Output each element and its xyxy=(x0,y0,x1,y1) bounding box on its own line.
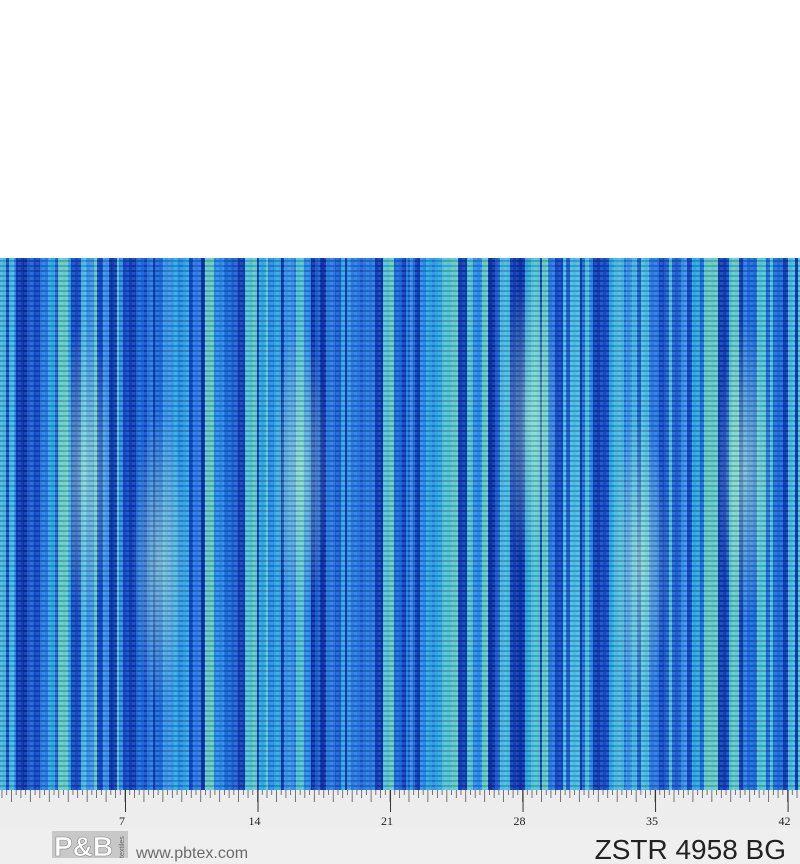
ruler-label: 35 xyxy=(646,814,658,828)
footer-bar xyxy=(0,828,800,864)
ruler-label: 7 xyxy=(119,814,125,828)
weave-texture xyxy=(0,258,800,790)
url: www.pbtex.com xyxy=(135,845,248,862)
logo: P&B xyxy=(54,831,113,862)
ruler-label: 14 xyxy=(249,814,261,828)
ruler-label: 42 xyxy=(779,814,791,828)
product-code: ZSTR 4958 BG xyxy=(595,834,786,864)
blank-area xyxy=(0,0,800,258)
fabric-swatch xyxy=(0,258,800,790)
ruler xyxy=(0,790,800,828)
ruler-label: 28 xyxy=(514,814,526,828)
ruler-label: 21 xyxy=(381,814,393,828)
ruler-ticks: 7 14 21 28 35 42 xyxy=(1,790,798,828)
logo-sub: textiles xyxy=(119,836,126,858)
logo-box xyxy=(52,831,128,858)
